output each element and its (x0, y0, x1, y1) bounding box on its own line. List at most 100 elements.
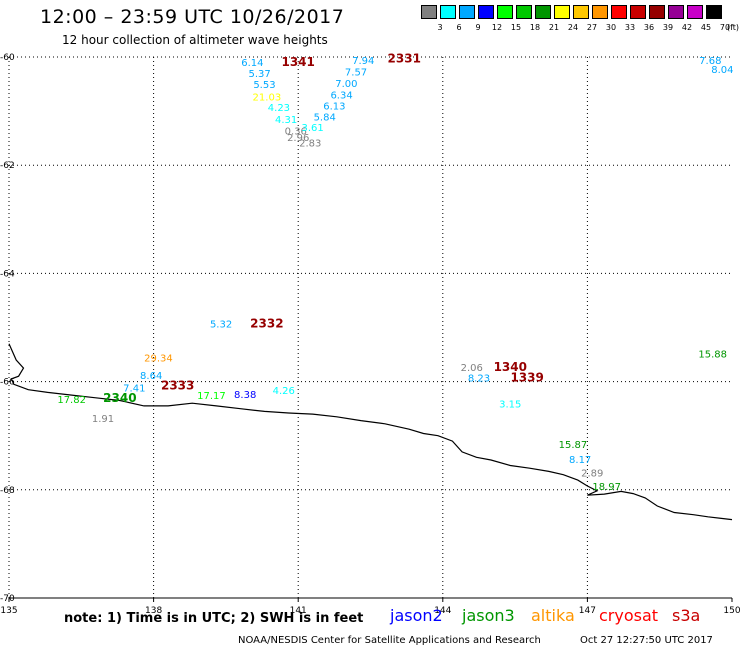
wave-height-label: 8.38 (234, 390, 256, 401)
lon-tick-label: 150 (723, 606, 740, 616)
scale-swatch (592, 5, 608, 19)
scale-swatch (421, 5, 437, 19)
wave-height-label: 0.36 (285, 126, 307, 137)
wave-height-label: 5.32 (210, 320, 232, 331)
lon-tick-label: 144 (434, 606, 451, 616)
scale-label: 6 (456, 23, 462, 32)
scale-swatch (573, 5, 589, 19)
map-frame (8, 56, 732, 599)
scale-swatch (478, 5, 494, 19)
scale-swatch (497, 5, 513, 19)
scale-swatch (706, 5, 722, 19)
wave-height-label: 2.83 (299, 138, 321, 149)
axis-ticks: 135 138 141 144 147 150 -60 -62 -64 -66 -68 -70 (0, 53, 740, 616)
scale-swatch (630, 5, 646, 19)
wave-height-label: 4.23 (268, 103, 290, 114)
scale-label: 42 (681, 23, 693, 32)
lat-tick-label: -66 (0, 378, 15, 388)
lat-tick-label: -70 (0, 594, 15, 604)
scale-label: 36 (643, 23, 655, 32)
credit-line: NOAA/NESDIS Center for Satellite Applica… (238, 635, 541, 646)
time-label: 2333 (161, 379, 194, 393)
map-grid (9, 57, 732, 598)
wave-height-label: 17.82 (57, 395, 86, 406)
time-label: 1341 (281, 55, 314, 69)
legend-item-altika: altika (531, 606, 575, 625)
lon-tick-label: 141 (290, 606, 307, 616)
lon-tick-label: 138 (145, 606, 162, 616)
wave-height-label: 29.34 (144, 354, 173, 365)
wave-height-label: 8.04 (711, 65, 733, 76)
coastline (8, 343, 733, 521)
wave-height-label: 7.57 (345, 67, 367, 78)
lat-tick-label: -62 (0, 161, 15, 171)
wave-height-label: 7.00 (335, 79, 357, 90)
wave-height-label: 7.94 (352, 56, 374, 67)
wave-height-label: 5.53 (253, 80, 275, 91)
legend-item-s3a: s3a (672, 606, 701, 625)
scale-label: 27 (586, 23, 598, 32)
wave-height-label: 18.97 (592, 482, 621, 493)
scale-swatch (535, 5, 551, 19)
legend-item-cryosat: cryosat (599, 606, 659, 625)
wave-height-label: 8.64 (140, 371, 162, 382)
scale-label: 30 (605, 23, 617, 32)
map-title: 12:00 – 23:59 UTC 10/26/2017 (40, 6, 345, 28)
coastline-path (8, 343, 733, 521)
wave-height-label: 21.03 (253, 92, 282, 103)
generated-timestamp: Oct 27 12:27:50 UTC 2017 (580, 635, 713, 646)
time-label: 2331 (388, 51, 421, 65)
wave-height-label: 6.14 (241, 58, 263, 69)
scale-label: 70 (719, 23, 731, 32)
scale-swatch (687, 5, 703, 19)
wave-height-label: 7.41 (123, 383, 145, 394)
scale-label: 18 (529, 23, 541, 32)
scale-label: 24 (567, 23, 579, 32)
lat-tick-label: -60 (0, 53, 15, 63)
wave-height-label: 2.06 (461, 363, 483, 374)
wave-height-label: 17.17 (197, 391, 226, 402)
time-label: 1339 (510, 371, 543, 385)
scale-unit-label: (ft) (726, 23, 740, 32)
wave-height-label: 6.34 (330, 91, 352, 102)
scale-label: 9 (475, 23, 481, 32)
wave-height-label: 5.84 (314, 112, 336, 123)
scale-swatch (554, 5, 570, 19)
map-subtitle: 12 hour collection of altimeter wave hei… (62, 33, 328, 47)
time-label: 1340 (494, 360, 527, 374)
legend-item-jason3: jason3 (462, 606, 515, 625)
scale-label: 15 (510, 23, 522, 32)
legend-item-jason2: jason2 (390, 606, 443, 625)
time-label: 2340 (103, 391, 136, 405)
wave-height-label: 2.96 (287, 133, 309, 144)
scale-swatch (440, 5, 456, 19)
wave-height-label: 5.37 (249, 69, 271, 80)
wave-height-label: 8.17 (569, 455, 591, 466)
wave-height-label: 15.88 (698, 349, 727, 360)
wave-height-label: 7.68 (699, 56, 721, 67)
wave-height-label: 8.23 (468, 374, 490, 385)
scale-label: 3 (437, 23, 443, 32)
scale-label: 45 (700, 23, 712, 32)
scale-label: 21 (548, 23, 560, 32)
wave-height-label: 1.91 (92, 414, 114, 425)
scale-swatch (516, 5, 532, 19)
scale-label: 12 (491, 23, 503, 32)
wave-height-label: 4.31 (275, 115, 297, 126)
time-label: 2332 (250, 317, 283, 331)
footer-note: note: 1) Time is in UTC; 2) SWH is in fe… (64, 611, 364, 626)
scale-swatch (459, 5, 475, 19)
scale-swatch (668, 5, 684, 19)
scale-label: 39 (662, 23, 674, 32)
lon-tick-label: 147 (579, 606, 596, 616)
wave-height-label: 4.26 (273, 386, 295, 397)
wave-height-label: 3.15 (499, 400, 521, 411)
lat-tick-label: -64 (0, 269, 15, 279)
scale-label: 33 (624, 23, 636, 32)
wave-height-label: 6.13 (323, 101, 345, 112)
lat-tick-label: -68 (0, 486, 15, 496)
wave-height-label: 2.89 (581, 468, 603, 479)
wave-height-label: 3.61 (302, 123, 324, 134)
